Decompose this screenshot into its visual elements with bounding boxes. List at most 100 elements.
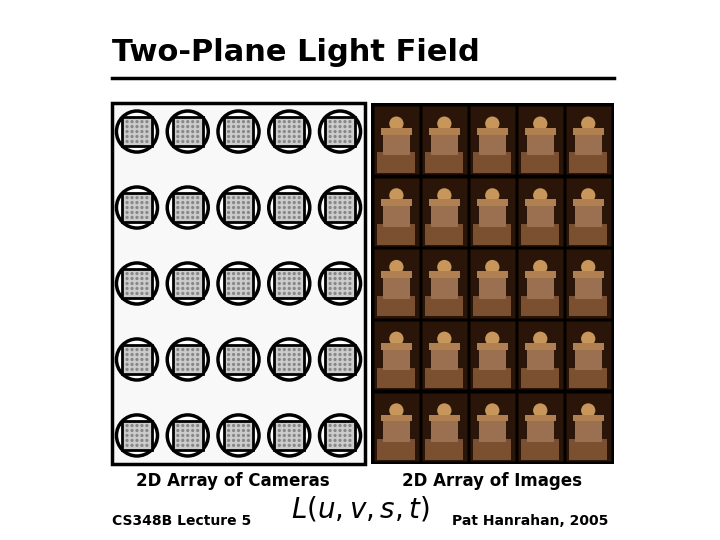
- Circle shape: [348, 206, 351, 209]
- Circle shape: [328, 292, 332, 295]
- Circle shape: [333, 368, 337, 371]
- Circle shape: [242, 277, 245, 280]
- Circle shape: [237, 216, 240, 219]
- Circle shape: [247, 196, 250, 199]
- Circle shape: [343, 424, 346, 427]
- Circle shape: [196, 130, 199, 133]
- Circle shape: [247, 140, 250, 143]
- Circle shape: [288, 140, 291, 143]
- Circle shape: [278, 348, 281, 351]
- Circle shape: [247, 358, 250, 361]
- Circle shape: [135, 120, 138, 123]
- Circle shape: [181, 353, 184, 356]
- Circle shape: [328, 439, 332, 442]
- Circle shape: [343, 201, 346, 204]
- Circle shape: [288, 130, 291, 133]
- Circle shape: [191, 120, 194, 123]
- Circle shape: [278, 434, 281, 437]
- Circle shape: [191, 201, 194, 204]
- Circle shape: [145, 130, 148, 133]
- Circle shape: [176, 140, 179, 143]
- Circle shape: [227, 130, 230, 133]
- Circle shape: [218, 415, 259, 456]
- Circle shape: [176, 130, 179, 133]
- Circle shape: [232, 368, 235, 371]
- Circle shape: [135, 201, 138, 204]
- Circle shape: [232, 353, 235, 356]
- Circle shape: [145, 196, 148, 199]
- Circle shape: [343, 135, 346, 138]
- Circle shape: [191, 353, 194, 356]
- Circle shape: [191, 272, 194, 275]
- Circle shape: [125, 135, 129, 138]
- Circle shape: [242, 444, 245, 447]
- Circle shape: [288, 120, 291, 123]
- Circle shape: [338, 272, 341, 275]
- FancyBboxPatch shape: [325, 117, 355, 146]
- Circle shape: [283, 125, 286, 128]
- Circle shape: [283, 353, 286, 356]
- Circle shape: [130, 368, 134, 371]
- Circle shape: [278, 196, 281, 199]
- Circle shape: [125, 196, 129, 199]
- Circle shape: [140, 429, 143, 432]
- FancyBboxPatch shape: [383, 275, 410, 299]
- FancyBboxPatch shape: [479, 418, 505, 442]
- Circle shape: [196, 353, 199, 356]
- Circle shape: [348, 353, 351, 356]
- Circle shape: [343, 292, 346, 295]
- Circle shape: [237, 429, 240, 432]
- Circle shape: [196, 140, 199, 143]
- Circle shape: [125, 348, 129, 351]
- Circle shape: [348, 424, 351, 427]
- FancyBboxPatch shape: [422, 393, 467, 461]
- Circle shape: [232, 125, 235, 128]
- Circle shape: [242, 130, 245, 133]
- Circle shape: [196, 196, 199, 199]
- Circle shape: [135, 272, 138, 275]
- Circle shape: [343, 444, 346, 447]
- Circle shape: [338, 424, 341, 427]
- Circle shape: [338, 196, 341, 199]
- Circle shape: [292, 282, 296, 285]
- Circle shape: [181, 358, 184, 361]
- Circle shape: [292, 120, 296, 123]
- Circle shape: [167, 339, 208, 380]
- FancyBboxPatch shape: [325, 421, 355, 450]
- Circle shape: [297, 282, 301, 285]
- Circle shape: [338, 368, 341, 371]
- Circle shape: [292, 211, 296, 214]
- Circle shape: [227, 277, 230, 280]
- Circle shape: [338, 120, 341, 123]
- Circle shape: [292, 429, 296, 432]
- FancyBboxPatch shape: [381, 128, 412, 134]
- Circle shape: [191, 444, 194, 447]
- FancyBboxPatch shape: [527, 203, 554, 227]
- FancyBboxPatch shape: [566, 393, 611, 461]
- Circle shape: [135, 130, 138, 133]
- Circle shape: [348, 287, 351, 290]
- Circle shape: [242, 353, 245, 356]
- Circle shape: [348, 429, 351, 432]
- Text: 2D Array of Cameras: 2D Array of Cameras: [136, 472, 330, 490]
- Circle shape: [297, 292, 301, 295]
- FancyBboxPatch shape: [377, 296, 415, 316]
- Circle shape: [283, 272, 286, 275]
- Circle shape: [181, 211, 184, 214]
- Circle shape: [247, 125, 250, 128]
- Circle shape: [125, 201, 129, 204]
- FancyBboxPatch shape: [470, 249, 515, 318]
- Circle shape: [278, 130, 281, 133]
- FancyBboxPatch shape: [575, 418, 602, 442]
- Circle shape: [227, 201, 230, 204]
- Circle shape: [437, 117, 451, 131]
- Circle shape: [247, 353, 250, 356]
- Circle shape: [181, 287, 184, 290]
- FancyBboxPatch shape: [173, 345, 202, 374]
- Circle shape: [232, 348, 235, 351]
- Circle shape: [292, 287, 296, 290]
- Circle shape: [227, 348, 230, 351]
- Circle shape: [176, 292, 179, 295]
- Circle shape: [227, 429, 230, 432]
- Circle shape: [333, 287, 337, 290]
